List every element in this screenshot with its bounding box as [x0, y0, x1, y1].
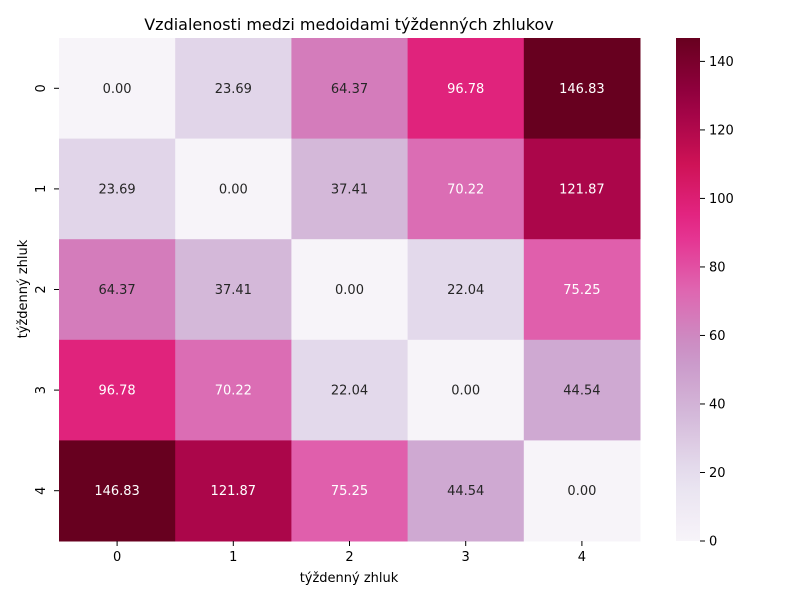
x-tick-label: 0 [113, 550, 121, 565]
cell-value-label: 146.83 [559, 82, 605, 97]
y-axis-label: týždenný zhluk [16, 239, 31, 338]
cell-value-label: 44.54 [447, 484, 484, 499]
heatmap-cell [291, 38, 409, 140]
heatmap-cell [59, 239, 176, 341]
heatmap-cell [407, 239, 525, 341]
heatmap-cell [407, 339, 525, 441]
x-tick-label: 3 [462, 550, 470, 565]
cell-value-label: 96.78 [447, 82, 484, 97]
y-tick-label: 0 [34, 84, 49, 92]
x-tick-label: 4 [578, 550, 586, 565]
cell-value-label: 70.22 [447, 182, 484, 197]
heatmap-cell [59, 339, 176, 441]
y-tick-label: 4 [34, 487, 49, 495]
cell-value-label: 75.25 [563, 283, 600, 298]
y-axis: 0 1 2 3 4 [34, 84, 59, 495]
heatmap-cell [59, 138, 176, 240]
cell-value-label: 23.69 [215, 82, 252, 97]
cell-value-label: 64.37 [331, 82, 368, 97]
cell-value-label: 75.25 [331, 484, 368, 499]
colorbar-tick-label: 140 [709, 55, 734, 70]
heatmap-cell [523, 38, 641, 140]
cell-value-label: 23.69 [98, 182, 135, 197]
x-tick-label: 1 [229, 550, 237, 565]
y-tick-label: 3 [34, 386, 49, 394]
cell-value-label: 70.22 [215, 384, 252, 399]
cell-value-label: 44.54 [563, 384, 600, 399]
heatmap-cell [175, 339, 292, 441]
cell-value-label: 121.87 [211, 484, 257, 499]
colorbar-tick-label: 20 [709, 466, 726, 481]
heatmap-cell [407, 440, 525, 542]
cell-value-label: 96.78 [98, 384, 135, 399]
cell-value-label: 0.00 [103, 82, 132, 97]
colorbar-tick-label: 80 [709, 260, 726, 275]
heatmap-cell [523, 239, 641, 341]
colorbar-tick-label: 100 [709, 192, 734, 207]
heatmap-cell [291, 239, 409, 341]
heatmap-cell [175, 38, 292, 140]
y-tick-label: 1 [34, 185, 49, 193]
heatmap-cell [523, 138, 641, 240]
cell-value-label: 146.83 [94, 484, 140, 499]
heatmap-cell [175, 440, 292, 542]
cell-value-label: 0.00 [219, 182, 248, 197]
chart-title: Vzdialenosti medzi medoidami týždenných … [144, 15, 554, 34]
colorbar-tick-label: 0 [709, 535, 717, 550]
heatmap-cell [407, 38, 525, 140]
cell-value-label: 0.00 [335, 283, 364, 298]
colorbar-gradient [676, 38, 700, 541]
heatmap-cell [59, 440, 176, 542]
heatmap-cell [291, 440, 409, 542]
heatmap-cell [407, 138, 525, 240]
heatmap-cell [291, 339, 409, 441]
colorbar-tick-label: 120 [709, 123, 734, 138]
heatmap-cell [523, 339, 641, 441]
heatmap-cell [175, 138, 292, 240]
cell-value-label: 22.04 [447, 283, 484, 298]
x-axis: 0 1 2 3 4 [113, 541, 586, 565]
cell-value-label: 64.37 [98, 283, 135, 298]
cell-value-label: 22.04 [331, 384, 368, 399]
colorbar: 0 20 40 60 80 100 120 140 [676, 38, 734, 550]
colorbar-tick-label: 60 [709, 329, 726, 344]
colorbar-tick-label: 40 [709, 397, 726, 412]
cell-value-label: 0.00 [567, 484, 596, 499]
heatmap-cell [175, 239, 292, 341]
cell-value-label: 121.87 [559, 182, 605, 197]
x-tick-label: 2 [345, 550, 353, 565]
x-axis-label: týždenný zhluk [300, 571, 399, 586]
heatmap-cell [291, 138, 409, 240]
cell-value-label: 0.00 [451, 384, 480, 399]
heatmap-cells: 0.00 23.69 64.37 96.78 146.83 23.69 0.00 37.41 7… [59, 38, 641, 542]
y-tick-label: 2 [34, 285, 49, 293]
heatmap-cell [59, 38, 176, 140]
cell-value-label: 37.41 [215, 283, 252, 298]
heatmap-cell [523, 440, 641, 542]
cell-value-label: 37.41 [331, 182, 368, 197]
